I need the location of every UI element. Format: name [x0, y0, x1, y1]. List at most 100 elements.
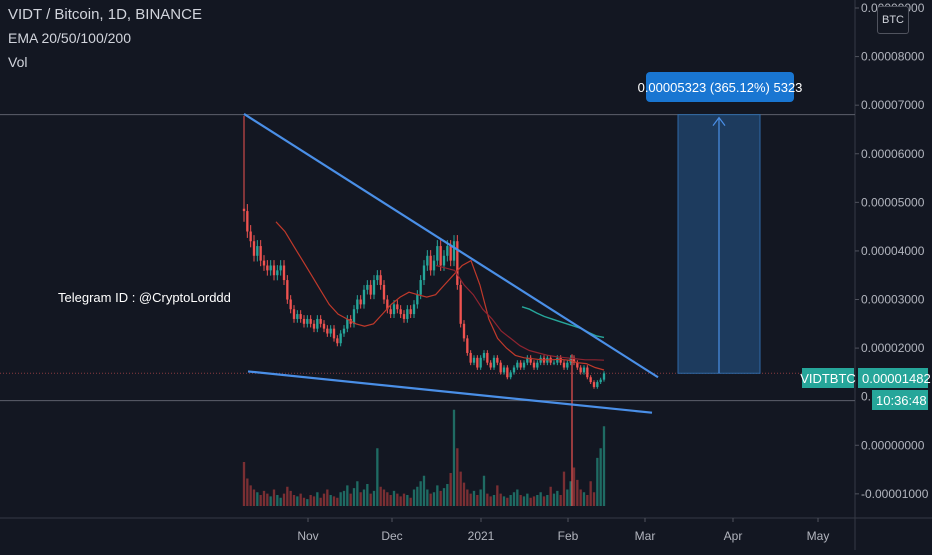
candle-body	[529, 357, 532, 363]
vol-legend[interactable]: Vol	[8, 54, 28, 70]
volume-bar	[499, 493, 502, 506]
volume-bar	[422, 475, 426, 506]
candle-body	[296, 314, 299, 319]
candle-body	[436, 246, 439, 261]
symbol-legend[interactable]: VIDT / Bitcoin, 1D, BINANCE	[8, 6, 202, 23]
candle-body	[536, 362, 539, 368]
ema50-line	[435, 264, 605, 361]
candle-body	[332, 328, 336, 339]
volume-bar	[436, 485, 439, 506]
candle-body	[306, 318, 309, 324]
volume-bar	[316, 492, 319, 506]
volume-bar	[279, 497, 282, 506]
volume-bar	[332, 496, 336, 506]
candle-body	[326, 328, 329, 334]
candle-body	[576, 362, 579, 368]
candle-body	[499, 362, 502, 373]
candle-body	[586, 367, 589, 378]
volume-bar	[446, 484, 449, 506]
volume-bar	[496, 485, 499, 506]
candle-body	[489, 362, 492, 368]
lower-trendline	[247, 370, 653, 414]
candle-body	[439, 246, 442, 266]
candle-body	[589, 377, 592, 383]
candle-body	[359, 299, 362, 305]
volume-bar	[526, 493, 529, 506]
candle-body	[446, 246, 449, 256]
volume-bar	[282, 493, 286, 506]
candle-body	[462, 323, 466, 339]
candle-body	[579, 367, 582, 373]
volume-bar	[556, 490, 559, 506]
candle-body	[456, 241, 459, 285]
candle-body	[486, 352, 489, 363]
volume-bar	[542, 496, 546, 506]
volume-bar	[586, 495, 589, 506]
volume-bar	[576, 479, 579, 506]
candle-body	[582, 367, 586, 373]
candle-body	[319, 318, 322, 324]
candle-body	[399, 309, 402, 315]
volume-bar	[396, 493, 399, 506]
candle-body	[592, 382, 596, 387]
volume-bar	[559, 495, 562, 506]
volume-bar	[449, 473, 452, 506]
x-tick-label: May	[807, 529, 830, 543]
candle-body	[312, 323, 316, 329]
candle-body	[352, 309, 356, 324]
candle-body	[389, 309, 392, 315]
volume-bar	[359, 492, 362, 506]
volume-bar	[592, 492, 596, 506]
candle-body	[426, 255, 429, 266]
volume-bar	[416, 486, 419, 506]
volume-bar	[486, 493, 489, 506]
volume-bar	[329, 495, 332, 506]
candle-body	[292, 309, 296, 319]
volume-bar	[492, 495, 496, 506]
candle-body	[386, 299, 389, 310]
volume-bar	[336, 497, 339, 506]
candle-body	[522, 362, 526, 368]
ema-legend[interactable]: EMA 20/50/100/200	[8, 30, 131, 46]
candle-body	[249, 231, 252, 242]
volume-bar	[286, 486, 289, 506]
x-tick-label: Nov	[297, 529, 318, 543]
y-tick-label: 0.00004000	[861, 244, 925, 258]
candle-body	[309, 318, 312, 324]
ema20-line	[275, 221, 605, 371]
y-tick-label: 0.	[861, 390, 871, 404]
candle-body	[269, 265, 272, 271]
candle-body	[562, 362, 566, 368]
telegram-annotation[interactable]: Telegram ID : @CryptoLorddd	[58, 290, 231, 305]
volume-bar	[402, 493, 406, 506]
x-tick-label: Apr	[724, 529, 743, 543]
y-tick-label: 0.00007000	[861, 98, 925, 112]
candle-body	[596, 382, 599, 387]
candle-body	[459, 284, 462, 324]
ema100-line	[521, 306, 605, 339]
y-tick-label: -0.00001000	[861, 487, 929, 501]
volume-bar	[349, 493, 352, 506]
candle-body	[302, 318, 306, 324]
candle-body	[336, 338, 339, 344]
candle-body	[559, 357, 562, 363]
volume-bar	[506, 497, 509, 506]
candle-body	[329, 328, 332, 334]
candle-body	[526, 357, 529, 363]
volume-bar	[259, 495, 262, 506]
candle-body	[506, 367, 509, 378]
volume-bar	[379, 486, 382, 506]
volume-bar	[272, 489, 276, 506]
volume-bar	[356, 481, 359, 506]
volume-bar	[262, 490, 266, 506]
candle-body	[262, 260, 266, 266]
candle-body	[266, 265, 269, 271]
volume-bar	[479, 489, 482, 506]
unit-badge[interactable]: BTC	[877, 6, 909, 34]
measure-label[interactable]: 0.00005323 (365.12%) 5323	[638, 72, 802, 102]
candle-body	[452, 241, 456, 261]
volume-bar	[276, 495, 279, 506]
volume-bar	[582, 492, 586, 506]
last-price-tag: 0.00001482	[858, 368, 931, 388]
